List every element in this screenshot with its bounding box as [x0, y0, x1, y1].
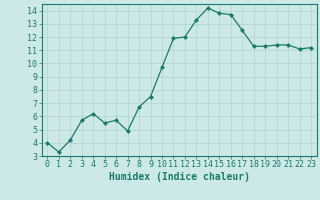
X-axis label: Humidex (Indice chaleur): Humidex (Indice chaleur)	[109, 172, 250, 182]
